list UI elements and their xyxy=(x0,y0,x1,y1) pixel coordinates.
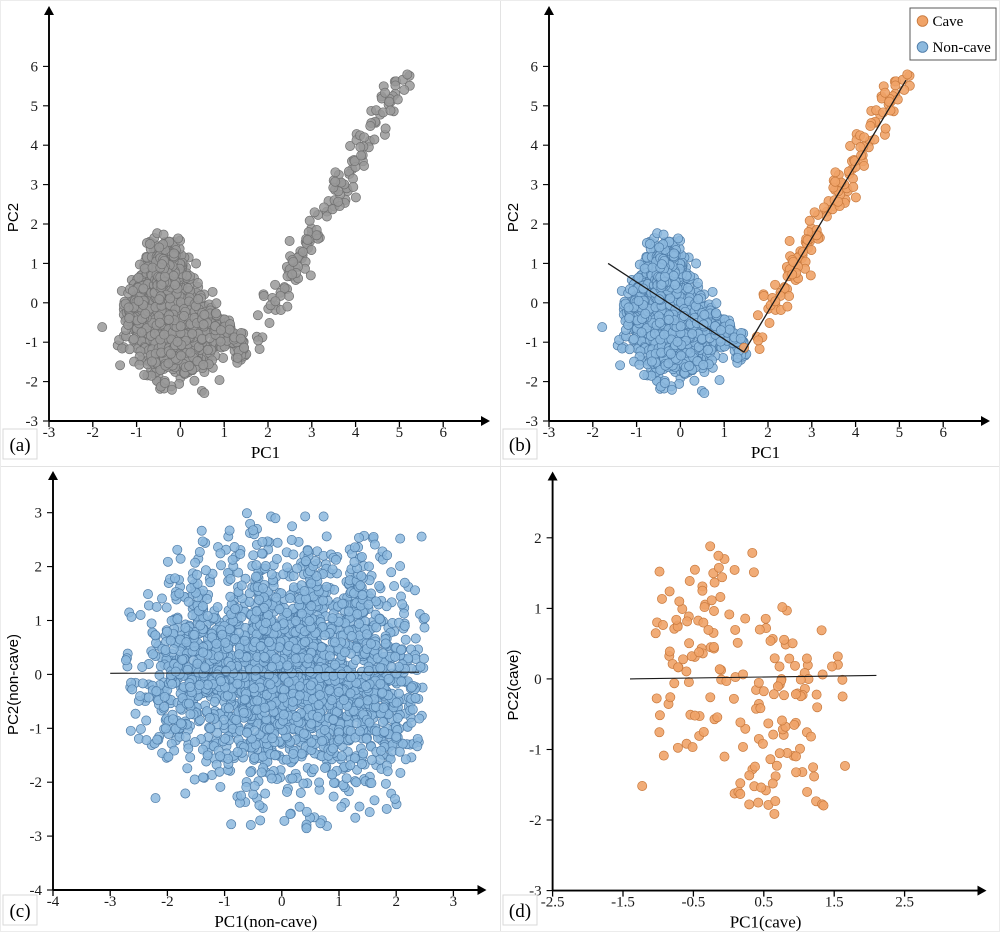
svg-text:5: 5 xyxy=(896,425,904,441)
svg-text:1: 1 xyxy=(35,614,43,630)
svg-text:0: 0 xyxy=(35,667,43,683)
svg-text:6: 6 xyxy=(439,425,447,441)
svg-text:5: 5 xyxy=(396,425,404,441)
svg-text:-4: -4 xyxy=(47,894,60,910)
svg-text:(b): (b) xyxy=(509,435,531,456)
svg-text:PC1(cave): PC1(cave) xyxy=(730,913,802,932)
svg-text:-2: -2 xyxy=(87,425,100,441)
svg-text:-1: -1 xyxy=(218,894,231,910)
svg-text:Cave: Cave xyxy=(933,14,964,30)
svg-text:-1: -1 xyxy=(30,721,43,737)
svg-text:0: 0 xyxy=(677,425,685,441)
svg-text:-1: -1 xyxy=(26,335,39,351)
svg-text:(c): (c) xyxy=(9,901,30,922)
svg-text:3: 3 xyxy=(450,894,458,910)
svg-text:PC2(cave): PC2(cave) xyxy=(505,650,522,721)
svg-text:3: 3 xyxy=(35,506,43,522)
svg-text:(a): (a) xyxy=(9,435,30,456)
svg-text:PC2(non-cave): PC2(non-cave) xyxy=(5,634,22,735)
svg-text:-3: -3 xyxy=(104,894,117,910)
svg-text:-1: -1 xyxy=(630,425,643,441)
svg-text:2: 2 xyxy=(392,894,400,910)
svg-text:PC2: PC2 xyxy=(5,203,22,232)
svg-text:1: 1 xyxy=(31,256,39,272)
svg-text:-3: -3 xyxy=(43,425,56,441)
svg-text:1.5: 1.5 xyxy=(825,895,844,911)
svg-text:6: 6 xyxy=(31,59,39,75)
svg-text:1: 1 xyxy=(720,425,728,441)
svg-text:2: 2 xyxy=(264,425,272,441)
svg-text:-1.5: -1.5 xyxy=(611,895,635,911)
svg-text:-2: -2 xyxy=(587,425,600,441)
svg-text:PC1(non-cave): PC1(non-cave) xyxy=(214,912,317,931)
svg-text:0.5: 0.5 xyxy=(754,895,773,911)
svg-text:6: 6 xyxy=(531,59,539,75)
svg-text:2: 2 xyxy=(31,217,39,233)
svg-text:2: 2 xyxy=(534,531,542,547)
svg-text:6: 6 xyxy=(939,425,947,441)
svg-text:(d): (d) xyxy=(509,901,531,922)
svg-text:-3: -3 xyxy=(526,414,539,430)
svg-text:2.5: 2.5 xyxy=(895,895,914,911)
svg-text:-1: -1 xyxy=(130,425,143,441)
svg-text:Non-cave: Non-cave xyxy=(933,40,992,56)
svg-text:1: 1 xyxy=(220,425,228,441)
svg-text:-2: -2 xyxy=(529,813,542,829)
svg-text:4: 4 xyxy=(31,138,39,154)
svg-text:2: 2 xyxy=(531,217,539,233)
svg-text:-1: -1 xyxy=(529,743,542,759)
svg-text:1: 1 xyxy=(531,256,539,272)
svg-text:-3: -3 xyxy=(26,414,39,430)
svg-text:3: 3 xyxy=(531,178,539,194)
svg-text:-1: -1 xyxy=(526,335,539,351)
svg-text:2: 2 xyxy=(35,560,43,576)
svg-text:PC1: PC1 xyxy=(251,443,280,462)
svg-text:-2: -2 xyxy=(26,375,39,391)
svg-text:1: 1 xyxy=(534,601,542,617)
svg-text:2: 2 xyxy=(764,425,772,441)
svg-text:3: 3 xyxy=(308,425,316,441)
svg-text:0: 0 xyxy=(531,296,539,312)
svg-text:3: 3 xyxy=(31,178,39,194)
svg-text:4: 4 xyxy=(852,425,860,441)
svg-text:4: 4 xyxy=(352,425,360,441)
svg-text:PC1: PC1 xyxy=(751,443,780,462)
svg-text:-3: -3 xyxy=(30,829,43,845)
svg-text:-2: -2 xyxy=(161,894,174,910)
svg-text:5: 5 xyxy=(31,99,39,115)
svg-text:3: 3 xyxy=(808,425,816,441)
svg-text:-2: -2 xyxy=(30,775,43,791)
svg-text:-2.5: -2.5 xyxy=(541,895,565,911)
svg-text:0: 0 xyxy=(177,425,185,441)
svg-text:0: 0 xyxy=(278,894,286,910)
svg-text:4: 4 xyxy=(531,138,539,154)
svg-text:0: 0 xyxy=(534,672,542,688)
svg-text:0: 0 xyxy=(31,296,39,312)
svg-text:-0.5: -0.5 xyxy=(682,895,706,911)
svg-text:-3: -3 xyxy=(543,425,556,441)
svg-text:-2: -2 xyxy=(526,375,539,391)
svg-text:PC2: PC2 xyxy=(505,203,522,232)
svg-text:5: 5 xyxy=(531,99,539,115)
svg-text:1: 1 xyxy=(335,894,343,910)
